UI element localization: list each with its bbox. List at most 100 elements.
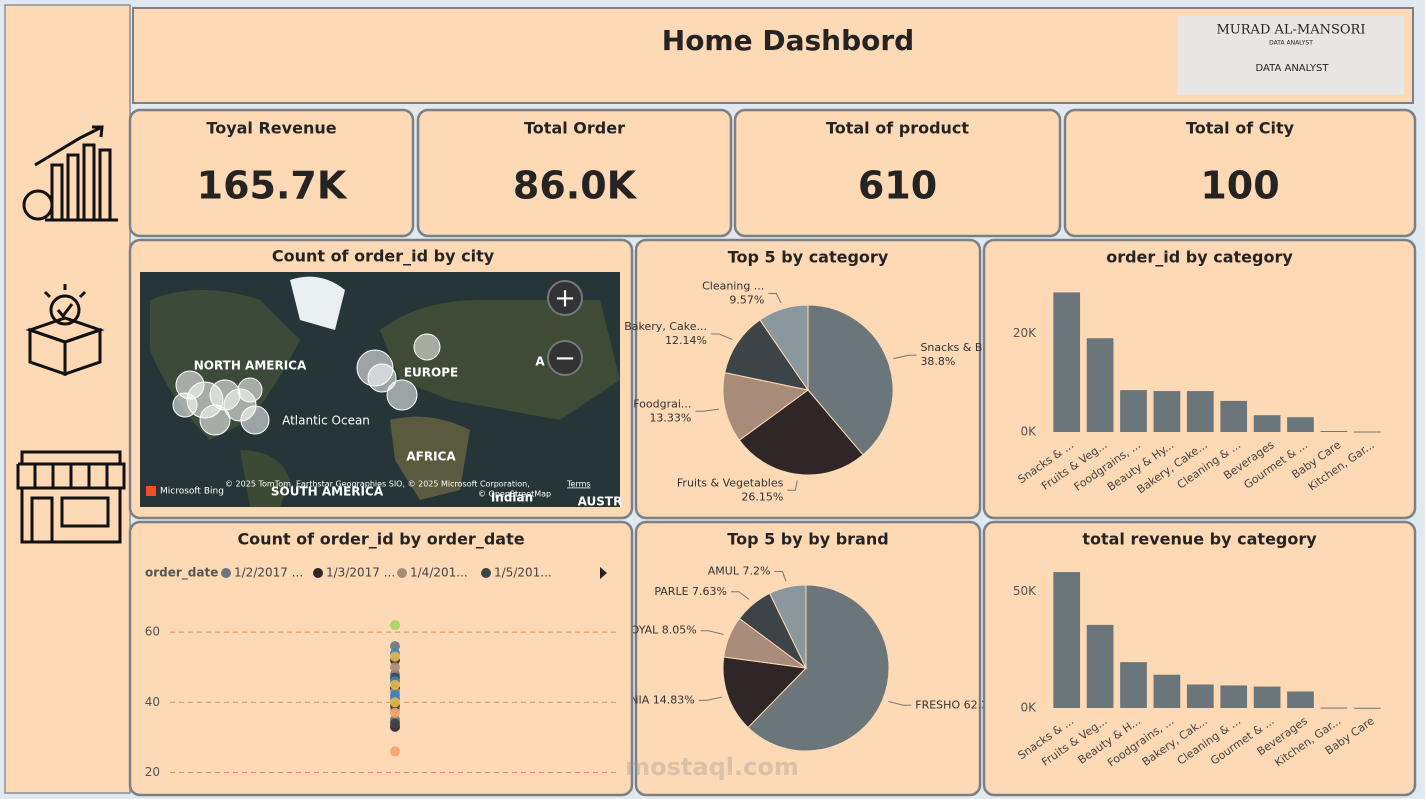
leader-line: [698, 696, 722, 701]
zoom-icon: −: [554, 344, 576, 374]
watermark: mostaql.com: [625, 753, 799, 781]
zoom-button[interactable]: [547, 280, 583, 316]
kpi-label: Toyal Revenue: [206, 119, 336, 138]
data-label-value: 13.33%: [649, 411, 691, 424]
zoom-icon: +: [554, 284, 576, 314]
kpi-value: 86.0K: [513, 164, 638, 208]
bar: [1353, 707, 1381, 709]
chart-title: Count of order_id by order_date: [237, 530, 524, 549]
data-label-value: 14.83%: [653, 693, 695, 706]
panel: [416, 108, 733, 238]
data-label-value: 9.57%: [729, 294, 764, 307]
legend-swatch: [313, 568, 323, 578]
y-tick-label: 20: [145, 765, 160, 779]
y-tick-label: 0K: [1020, 701, 1037, 715]
bar: [1086, 338, 1114, 432]
map-label: AFRICA: [406, 450, 456, 464]
data-label-name: FRESHO: [915, 698, 960, 711]
logo-name: MURAD AL-MANSORI: [1217, 23, 1366, 38]
leader-line: [710, 333, 733, 340]
panel: [982, 238, 1417, 520]
leader-line: [774, 571, 787, 582]
bar: [1053, 292, 1081, 432]
kpi-value: 610: [858, 164, 937, 208]
leader-line: [888, 701, 912, 706]
map-label: Atlantic Ocean: [282, 414, 370, 428]
zoom-button[interactable]: [547, 340, 583, 376]
chart-title: total revenue by category: [1082, 530, 1317, 549]
pie-slice: [759, 304, 809, 392]
legend-label: 1/2/2017 ...: [234, 566, 303, 580]
bar: [1253, 415, 1281, 432]
logo-role: DATA ANALYST: [1256, 63, 1330, 74]
scatter-point: [390, 718, 400, 729]
panel: [733, 108, 1062, 238]
bar: [1053, 572, 1081, 708]
data-label-name: Bakery, Cake...: [624, 320, 707, 333]
revenue-icon: [22, 125, 118, 222]
panel: [128, 520, 634, 797]
data-label-value: 7.63%: [692, 585, 727, 598]
map-label: SOUTH AMERICA: [271, 485, 384, 499]
bar: [1120, 390, 1147, 432]
map-osm: © OpenStreetMap: [478, 490, 551, 499]
data-label: PARLE 7.63%: [654, 585, 727, 598]
kpi-value: 100: [1200, 164, 1279, 208]
scatter-point: [390, 641, 400, 652]
data-label-name: Foodgrai...: [633, 397, 691, 410]
sidebar: [4, 4, 131, 794]
header-title: Home Dashbord: [662, 24, 914, 57]
bar: [1287, 417, 1314, 432]
panel: [128, 108, 415, 238]
data-label-value: 26.15%: [741, 490, 783, 503]
leader-line: [695, 408, 720, 412]
map-label: NORTH AMERICA: [194, 359, 307, 373]
data-label-name: Cleaning ...: [702, 280, 764, 293]
scatter-point: [390, 651, 400, 662]
legend-next[interactable]: [600, 567, 607, 579]
bar: [1120, 662, 1147, 708]
y-tick-label: 0K: [1020, 425, 1037, 439]
landmass: [290, 276, 345, 330]
y-tick-label: 40: [145, 695, 160, 709]
legend-swatch: [221, 568, 231, 578]
map-bubble: [199, 404, 231, 436]
logo: [1178, 16, 1404, 95]
map-bubble: [240, 405, 270, 435]
scatter-point: [390, 620, 400, 631]
bar: [1220, 400, 1248, 432]
data-label-value: 38.8%: [920, 355, 955, 368]
data-label-name: Fruits & Vegetables: [677, 476, 784, 489]
pie-slice: [769, 584, 807, 669]
chart-title: Top 5 by by brand: [727, 530, 888, 549]
data-label: AMUL 7.2%: [708, 565, 771, 578]
data-label-name: PARLE: [654, 585, 688, 598]
map-bubble: [413, 333, 441, 361]
store-icon: [16, 450, 126, 544]
landmass: [390, 416, 470, 500]
pie-slice: [722, 371, 810, 441]
order-icon: [25, 284, 105, 377]
scatter-point: [390, 746, 400, 757]
map-label: Indian: [491, 491, 533, 505]
pie-slice: [722, 656, 808, 729]
bar: [1186, 684, 1214, 708]
pie-slice: [747, 584, 890, 752]
scatter-point: [390, 707, 400, 718]
map-label: EUROPE: [404, 366, 458, 380]
scatter-point: [390, 697, 400, 708]
bar: [1353, 431, 1381, 433]
map-bubble: [237, 377, 263, 403]
landmass: [240, 450, 290, 507]
landmass: [380, 300, 620, 420]
bar: [1153, 674, 1181, 708]
y-tick-label: 60: [145, 625, 160, 639]
bar: [1153, 391, 1181, 432]
map-bubble: [172, 392, 198, 418]
legend-swatch: [481, 568, 491, 578]
pie-slice: [738, 389, 864, 476]
data-label-value: 7.2%: [742, 565, 770, 578]
legend-label: 1/4/201...: [410, 566, 468, 580]
bar: [1320, 431, 1348, 433]
